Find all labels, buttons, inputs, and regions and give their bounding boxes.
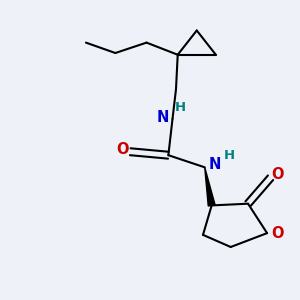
Text: H: H <box>175 101 186 114</box>
Polygon shape <box>205 167 215 206</box>
Text: H: H <box>224 149 235 162</box>
Text: N: N <box>208 157 220 172</box>
Text: O: O <box>271 226 284 241</box>
Text: O: O <box>271 167 284 182</box>
Text: N: N <box>157 110 169 124</box>
Text: O: O <box>116 142 129 158</box>
